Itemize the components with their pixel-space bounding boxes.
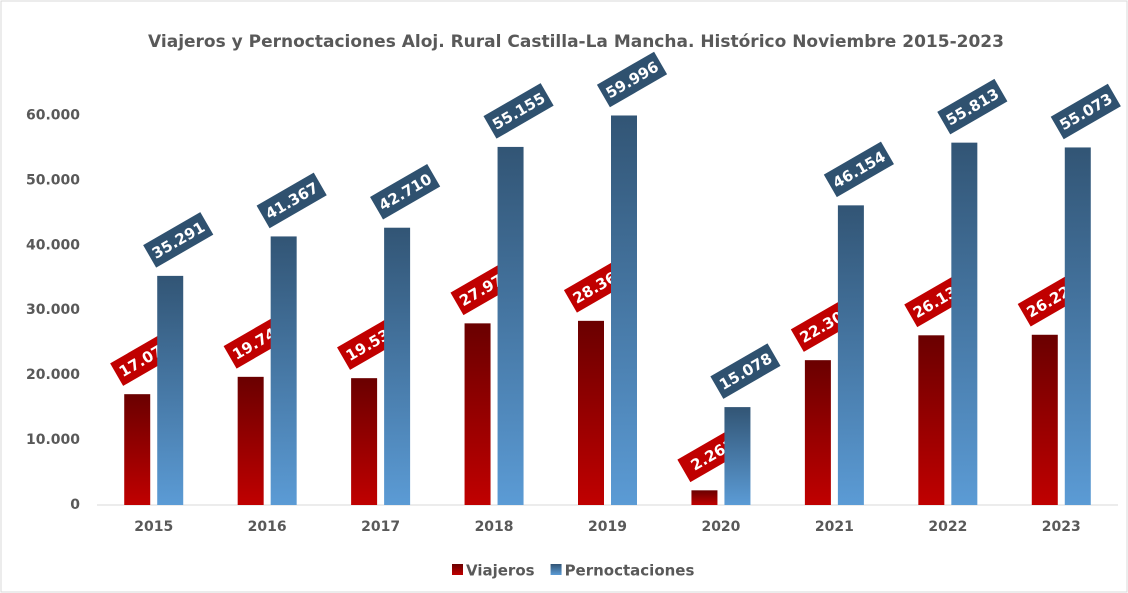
bar	[464, 323, 491, 505]
x-tick-label: 2015	[134, 519, 173, 535]
x-tick-label: 2018	[475, 519, 514, 535]
bar	[724, 407, 751, 505]
data-label-box	[823, 141, 894, 198]
chart-title: Viajeros y Pernoctaciones Aloj. Rural Ca…	[148, 32, 1004, 52]
x-tick-label: 2022	[928, 519, 967, 535]
y-tick-label: 60.000	[26, 107, 80, 123]
bar	[270, 236, 297, 505]
legend-swatch	[550, 564, 562, 575]
x-tick-label: 2023	[1042, 519, 1081, 535]
bar	[124, 394, 151, 505]
bar	[804, 360, 831, 505]
x-tick-label: 2021	[815, 519, 854, 535]
bar	[497, 146, 524, 506]
y-tick-label: 10.000	[26, 432, 80, 448]
bar	[1064, 147, 1091, 505]
bar	[1031, 334, 1058, 505]
bar	[157, 275, 184, 505]
bar	[578, 320, 604, 505]
x-tick-label: 2019	[588, 519, 627, 535]
bar	[611, 115, 637, 505]
bar	[691, 490, 718, 505]
x-tick-label: 2017	[361, 519, 400, 535]
y-tick-label: 40.000	[26, 237, 80, 253]
data-label-box	[370, 163, 441, 220]
y-tick-label: 20.000	[26, 367, 80, 383]
legend-swatch	[452, 564, 463, 575]
x-tick-label: 2016	[248, 519, 287, 535]
data-label-box	[256, 172, 327, 229]
bar	[918, 335, 945, 505]
data-label-box	[1050, 83, 1121, 140]
legend-label: Pernoctaciones	[565, 562, 695, 580]
bar	[384, 227, 411, 505]
bar	[951, 142, 978, 505]
bar	[237, 376, 264, 505]
bar	[837, 205, 864, 505]
data-label-box	[710, 343, 781, 399]
data-label-box	[937, 78, 1008, 135]
y-tick-label: 30.000	[26, 302, 80, 318]
bar	[351, 378, 378, 505]
legend-label: Viajeros	[466, 562, 535, 580]
data-label-box	[596, 51, 668, 108]
y-tick-label: 0	[70, 497, 80, 513]
y-tick-label: 50.000	[26, 172, 80, 188]
data-label-box	[483, 83, 554, 139]
x-tick-label: 2020	[701, 519, 740, 535]
data-label-box	[143, 212, 214, 268]
